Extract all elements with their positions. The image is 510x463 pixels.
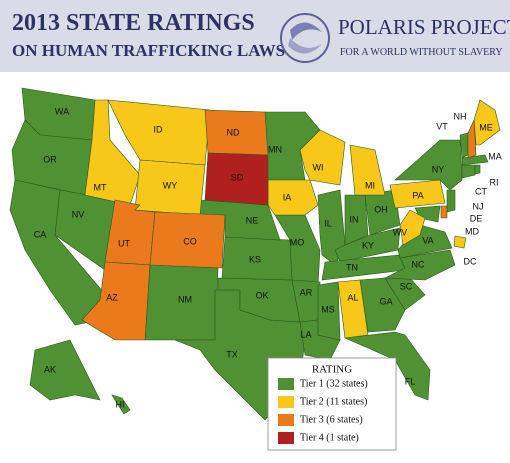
legend-swatch xyxy=(278,414,294,426)
state-label: LA xyxy=(300,329,311,339)
state-label: MI xyxy=(365,180,375,190)
state-shape xyxy=(359,277,406,333)
org-name: POLARIS PROJECT xyxy=(338,15,510,39)
state-label: IL xyxy=(324,218,332,228)
state-label: UT xyxy=(118,238,130,248)
state-label: WV xyxy=(393,227,408,237)
state-label: HI xyxy=(116,399,125,409)
state-label: MO xyxy=(290,237,305,247)
state-label: DE xyxy=(470,213,483,223)
state-label: OH xyxy=(374,204,388,214)
state-label: GA xyxy=(379,296,392,306)
state-shape xyxy=(461,164,476,179)
state-shape xyxy=(299,129,346,186)
logo xyxy=(280,13,330,63)
state-label: MT xyxy=(94,182,107,192)
state-label: IA xyxy=(283,192,292,202)
logo-swirl xyxy=(290,22,322,40)
state-shape xyxy=(453,235,467,249)
state-shape xyxy=(343,331,431,401)
state-label: MD xyxy=(465,226,479,236)
state-shape xyxy=(317,281,341,341)
state-label: WY xyxy=(163,180,178,190)
state-label: ME xyxy=(479,122,493,132)
state-label: MS xyxy=(321,304,335,314)
legend-label: Tier 2 (11 states) xyxy=(300,396,367,407)
state-label: TN xyxy=(346,262,358,272)
state-label: NC xyxy=(412,259,425,269)
state-label: WI xyxy=(313,162,324,172)
state-label: DC xyxy=(464,256,477,266)
state-label: CT xyxy=(475,186,487,196)
state-shape xyxy=(349,144,386,196)
legend-swatch xyxy=(278,432,294,444)
state-label: NH xyxy=(454,111,467,121)
state-shape xyxy=(399,209,426,246)
state-shape xyxy=(383,249,456,281)
state-label: AL xyxy=(347,292,358,302)
state-shape xyxy=(204,152,269,206)
header-bar xyxy=(0,0,510,72)
state-shape xyxy=(111,394,131,415)
state-labels: WA OR CA NV NM TX OK KS NE MN MO AR LA MS IL IN OH KY TN GA… xyxy=(34,106,502,409)
state-label: KY xyxy=(362,240,374,250)
state-label: KS xyxy=(249,254,261,264)
state-label: FL xyxy=(405,376,416,386)
state-label: AK xyxy=(44,364,56,374)
state-label: RI xyxy=(490,177,499,187)
title-line-1: 2013 STATE RATINGS xyxy=(12,10,255,36)
state-label: VA xyxy=(422,235,433,245)
state-label: ND xyxy=(227,127,240,137)
state-label: NE xyxy=(246,215,259,225)
state-shape xyxy=(446,189,456,213)
state-label: VT xyxy=(436,121,448,131)
state-label: NJ xyxy=(473,201,484,211)
state-label: NV xyxy=(72,209,85,219)
state-label: WA xyxy=(55,106,69,116)
state-shape xyxy=(267,179,319,216)
state-shape xyxy=(389,179,446,209)
state-shape xyxy=(440,205,448,219)
state-label: OR xyxy=(43,154,57,164)
state-label: NM xyxy=(178,294,192,304)
state-label: OK xyxy=(255,290,268,300)
state-label: TX xyxy=(226,349,238,359)
state-shape xyxy=(467,119,477,159)
state-label: ID xyxy=(154,124,164,134)
legend-items: Tier 1 (32 states) Tier 2 (11 states) Tier… xyxy=(278,378,368,444)
state-label: PA xyxy=(412,190,423,200)
state-shape xyxy=(29,339,101,401)
state-shape xyxy=(81,261,151,341)
logo-ring xyxy=(280,13,330,63)
legend-swatch xyxy=(278,396,294,408)
state-shape xyxy=(474,164,481,175)
legend-label: Tier 1 (32 states) xyxy=(300,378,368,389)
state-label: AZ xyxy=(106,292,118,302)
org-tagline: FOR A WORLD WITHOUT SLAVERY xyxy=(340,47,503,58)
legend-label: Tier 4 (1 state) xyxy=(300,432,359,443)
state-label: AR xyxy=(300,287,313,297)
state-label: SC xyxy=(400,281,413,291)
state-shape xyxy=(473,99,501,146)
legend-swatch xyxy=(278,378,294,390)
state-shape xyxy=(149,211,226,269)
title-line-2: ON HUMAN TRAFFICKING LAWS xyxy=(12,41,285,60)
legend-label: Tier 3 (6 states) xyxy=(300,414,363,425)
state-label: MN xyxy=(268,144,282,154)
state-label: CO xyxy=(183,236,197,246)
state-label: IN xyxy=(350,214,359,224)
state-shape xyxy=(337,279,369,339)
logo-swirl xyxy=(288,38,322,54)
state-shape xyxy=(84,99,141,206)
state-label: NY xyxy=(432,164,445,174)
state-label: SD xyxy=(231,172,244,182)
state-label: CA xyxy=(34,229,47,239)
state-label: MA xyxy=(488,151,502,161)
legend-title: RATING xyxy=(312,364,352,376)
